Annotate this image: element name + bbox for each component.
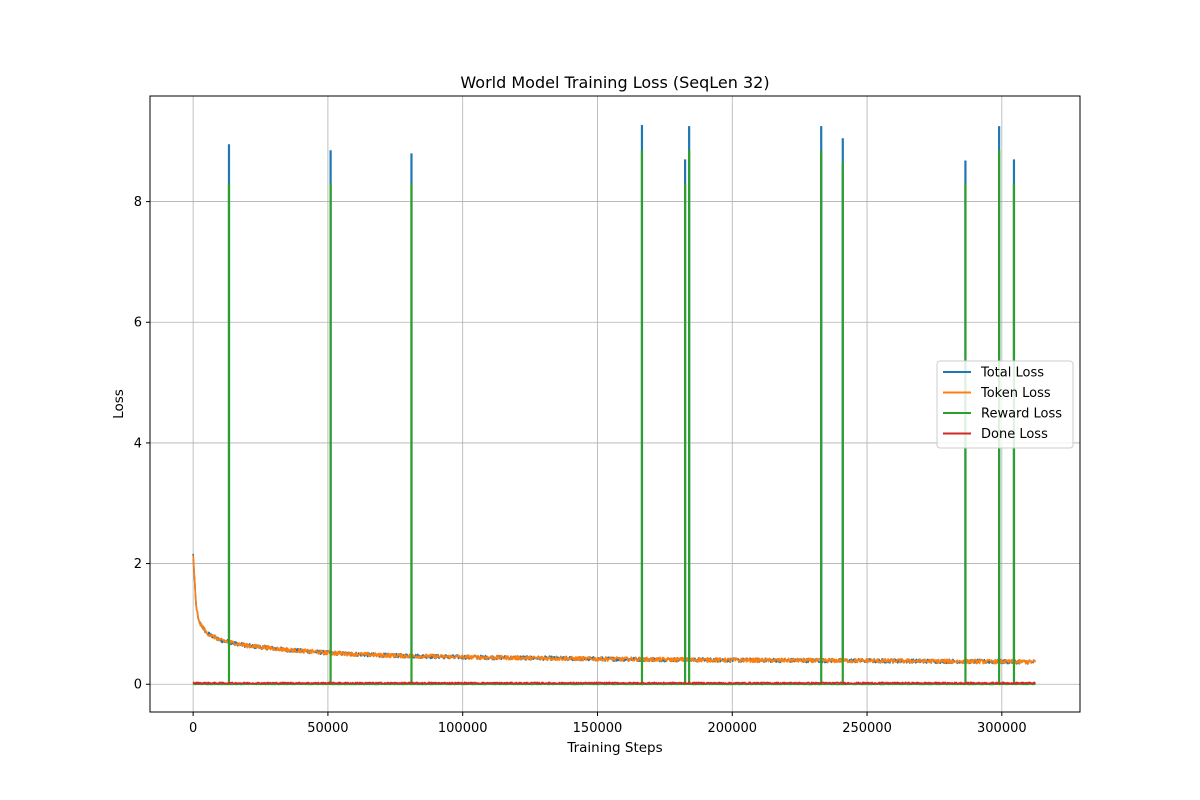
axis-ticks: 0 50000 100000 150000 200000 250000 300000 0 2 4 6… — [134, 195, 1027, 736]
legend-box — [936, 360, 1074, 449]
legend-label-done-loss: Done Loss — [981, 427, 1048, 442]
x-tick-label: 200000 — [707, 721, 757, 736]
y-tick-label: 2 — [134, 557, 142, 572]
x-axis-label: Training Steps — [566, 740, 662, 756]
chart-title: World Model Training Loss (SeqLen 32) — [460, 73, 769, 92]
x-tick-label: 50000 — [307, 721, 348, 736]
x-tick-label: 150000 — [573, 721, 623, 736]
legend-label-total-loss: Total Loss — [980, 366, 1044, 381]
x-tick-label: 300000 — [977, 721, 1027, 736]
x-tick-label: 100000 — [438, 721, 488, 736]
y-tick-label: 4 — [134, 436, 142, 451]
x-tick-label: 0 — [189, 721, 197, 736]
y-tick-label: 0 — [134, 678, 142, 693]
y-axis-label: Loss — [111, 389, 127, 419]
token-loss-line — [192, 555, 1036, 665]
legend-label-token-loss: Token Loss — [980, 386, 1051, 401]
plot-frame — [149, 95, 1081, 713]
done-loss-line — [192, 681, 1036, 685]
legend: Total Loss Token Loss Reward Loss Done Loss — [936, 360, 1074, 449]
y-tick-label: 6 — [134, 316, 142, 331]
y-tick-label: 8 — [134, 195, 142, 210]
legend-label-reward-loss: Reward Loss — [981, 407, 1062, 422]
x-tick-label: 250000 — [842, 721, 892, 736]
